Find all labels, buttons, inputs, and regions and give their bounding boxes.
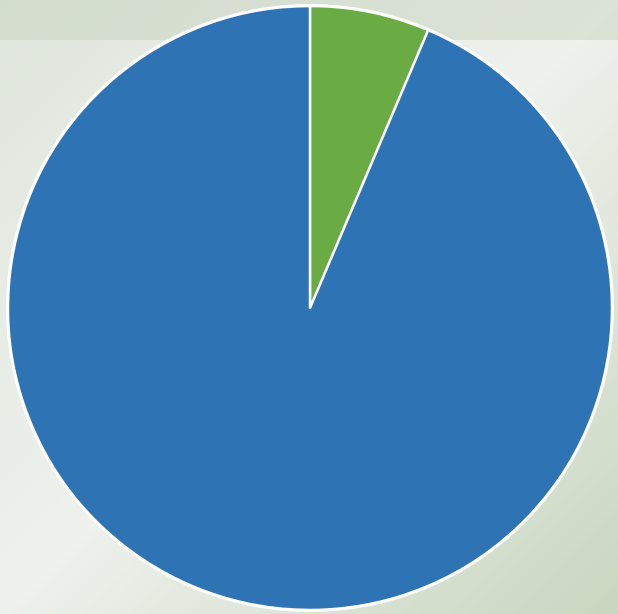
page: [0, 0, 618, 614]
chart: [0, 0, 618, 614]
pie-slice: [8, 6, 612, 610]
pie: [6, 4, 614, 612]
